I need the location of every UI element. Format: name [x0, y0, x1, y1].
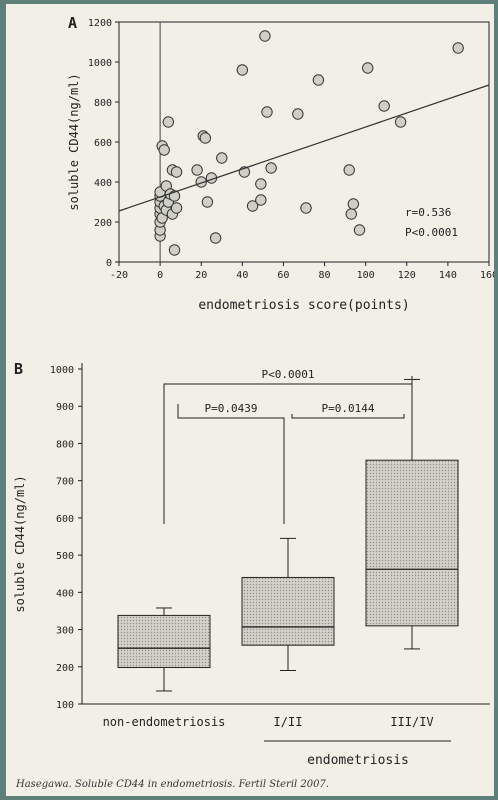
significance-bracket: P=0.0144	[291, 402, 405, 419]
panel-a: A -2002040608010012014016002004006008001…	[67, 14, 498, 313]
data-point	[261, 106, 273, 118]
p-value-label: P=0.0144	[322, 402, 375, 415]
bracket-line	[291, 414, 405, 419]
figure-card: A -2002040608010012014016002004006008001…	[6, 4, 498, 796]
data-point	[378, 100, 390, 112]
data-point	[452, 42, 464, 54]
category-label: non-endometriosis	[103, 715, 226, 729]
x-tick-label: 80	[319, 270, 331, 281]
significance-bracket: P=0.0439	[177, 402, 285, 524]
data-point	[347, 198, 360, 210]
panel-b-y-axis-label: soluble CD44(ng/ml)	[13, 475, 27, 612]
y-tick-label: 200	[94, 218, 112, 229]
y-tick-label: 700	[56, 477, 74, 488]
regression-line	[118, 84, 490, 212]
p-value-label: P=0.0439	[205, 402, 258, 415]
figure-caption: Hasegawa. Soluble CD44 in endometriosis.…	[16, 779, 330, 790]
data-point	[246, 200, 259, 212]
x-tick-label: 0	[157, 270, 163, 281]
data-point	[345, 208, 357, 220]
data-point	[265, 162, 277, 174]
panel-a-axes: -200204060801001201401600200400600800100…	[88, 18, 498, 281]
data-point	[394, 116, 407, 128]
data-point	[255, 178, 267, 190]
data-point	[343, 164, 355, 176]
y-tick-label: 800	[56, 439, 74, 450]
data-point	[216, 152, 228, 164]
data-point	[162, 116, 175, 128]
panel-b-axes: 100 200 300 400 500 600 700 800 900 1000 non-endom…	[50, 363, 490, 729]
correlation-r: r=0.536	[405, 206, 451, 219]
panel-b: B 100 200 300 400 500 600 700 800 900 1000 non-end…	[13, 360, 490, 768]
correlation-p: P<0.0001	[405, 226, 458, 239]
data-point	[170, 202, 183, 214]
data-point	[236, 64, 249, 76]
box-group	[117, 607, 211, 692]
category-label: III/IV	[390, 715, 433, 729]
endometriosis-group-label: endometriosis	[307, 753, 409, 768]
data-point	[255, 194, 267, 206]
panel-a-points	[154, 30, 464, 256]
y-tick-label: 1200	[88, 18, 112, 29]
data-point	[201, 196, 214, 208]
x-tick-label: 40	[236, 270, 248, 281]
interquartile-box	[365, 459, 459, 627]
data-point	[195, 176, 207, 188]
data-point	[300, 202, 312, 214]
panel-a-label: A	[68, 14, 77, 32]
x-tick-label: 160	[480, 270, 494, 281]
data-point	[209, 232, 222, 244]
bracket-line	[177, 404, 285, 524]
x-tick-label: 100	[357, 270, 375, 281]
panel-a-y-axis-label: soluble CD44(ng/ml)	[67, 73, 81, 210]
y-tick-label: 1000	[88, 58, 112, 69]
data-point	[292, 108, 304, 120]
data-point	[259, 30, 271, 42]
y-tick-label: 500	[56, 551, 74, 562]
x-tick-label: -20	[110, 270, 128, 281]
y-tick-label: 400	[94, 178, 112, 189]
x-tick-label: 60	[277, 270, 289, 281]
panel-b-label: B	[14, 360, 23, 378]
box-group	[241, 537, 335, 671]
x-tick-label: 140	[439, 270, 457, 281]
panel-b-boxes	[117, 378, 459, 692]
y-tick-label: 800	[94, 98, 112, 109]
y-tick-label: 100	[56, 700, 74, 711]
y-tick-label: 600	[56, 514, 74, 525]
box-group	[365, 378, 459, 650]
p-value-label: P<0.0001	[262, 368, 315, 381]
data-point	[353, 224, 366, 236]
y-tick-label: 0	[106, 258, 112, 269]
y-tick-label: 200	[56, 663, 74, 674]
figure-canvas: A -2002040608010012014016002004006008001…	[13, 14, 498, 768]
x-tick-label: 120	[398, 270, 416, 281]
panel-a-x-axis-label: endometriosis score(points)	[198, 298, 409, 313]
y-tick-label: 1000	[50, 365, 74, 376]
data-point	[191, 164, 203, 176]
bracket-line	[163, 376, 413, 524]
data-point	[362, 62, 374, 74]
data-point	[168, 244, 181, 256]
significance-bracket: P<0.0001	[163, 368, 413, 524]
interquartile-box	[241, 576, 335, 646]
y-tick-label: 400	[56, 588, 74, 599]
data-point	[170, 166, 183, 178]
data-point	[158, 144, 170, 156]
significance-brackets: P<0.0001 P=0.0439 P=0.0144	[163, 368, 413, 524]
category-label: I/II	[274, 715, 303, 729]
y-tick-label: 900	[56, 402, 74, 413]
interquartile-box	[117, 614, 211, 669]
x-tick-label: 20	[195, 270, 207, 281]
y-tick-label: 600	[94, 138, 112, 149]
y-tick-label: 300	[56, 626, 74, 637]
data-point	[199, 132, 212, 144]
data-point	[312, 74, 325, 86]
